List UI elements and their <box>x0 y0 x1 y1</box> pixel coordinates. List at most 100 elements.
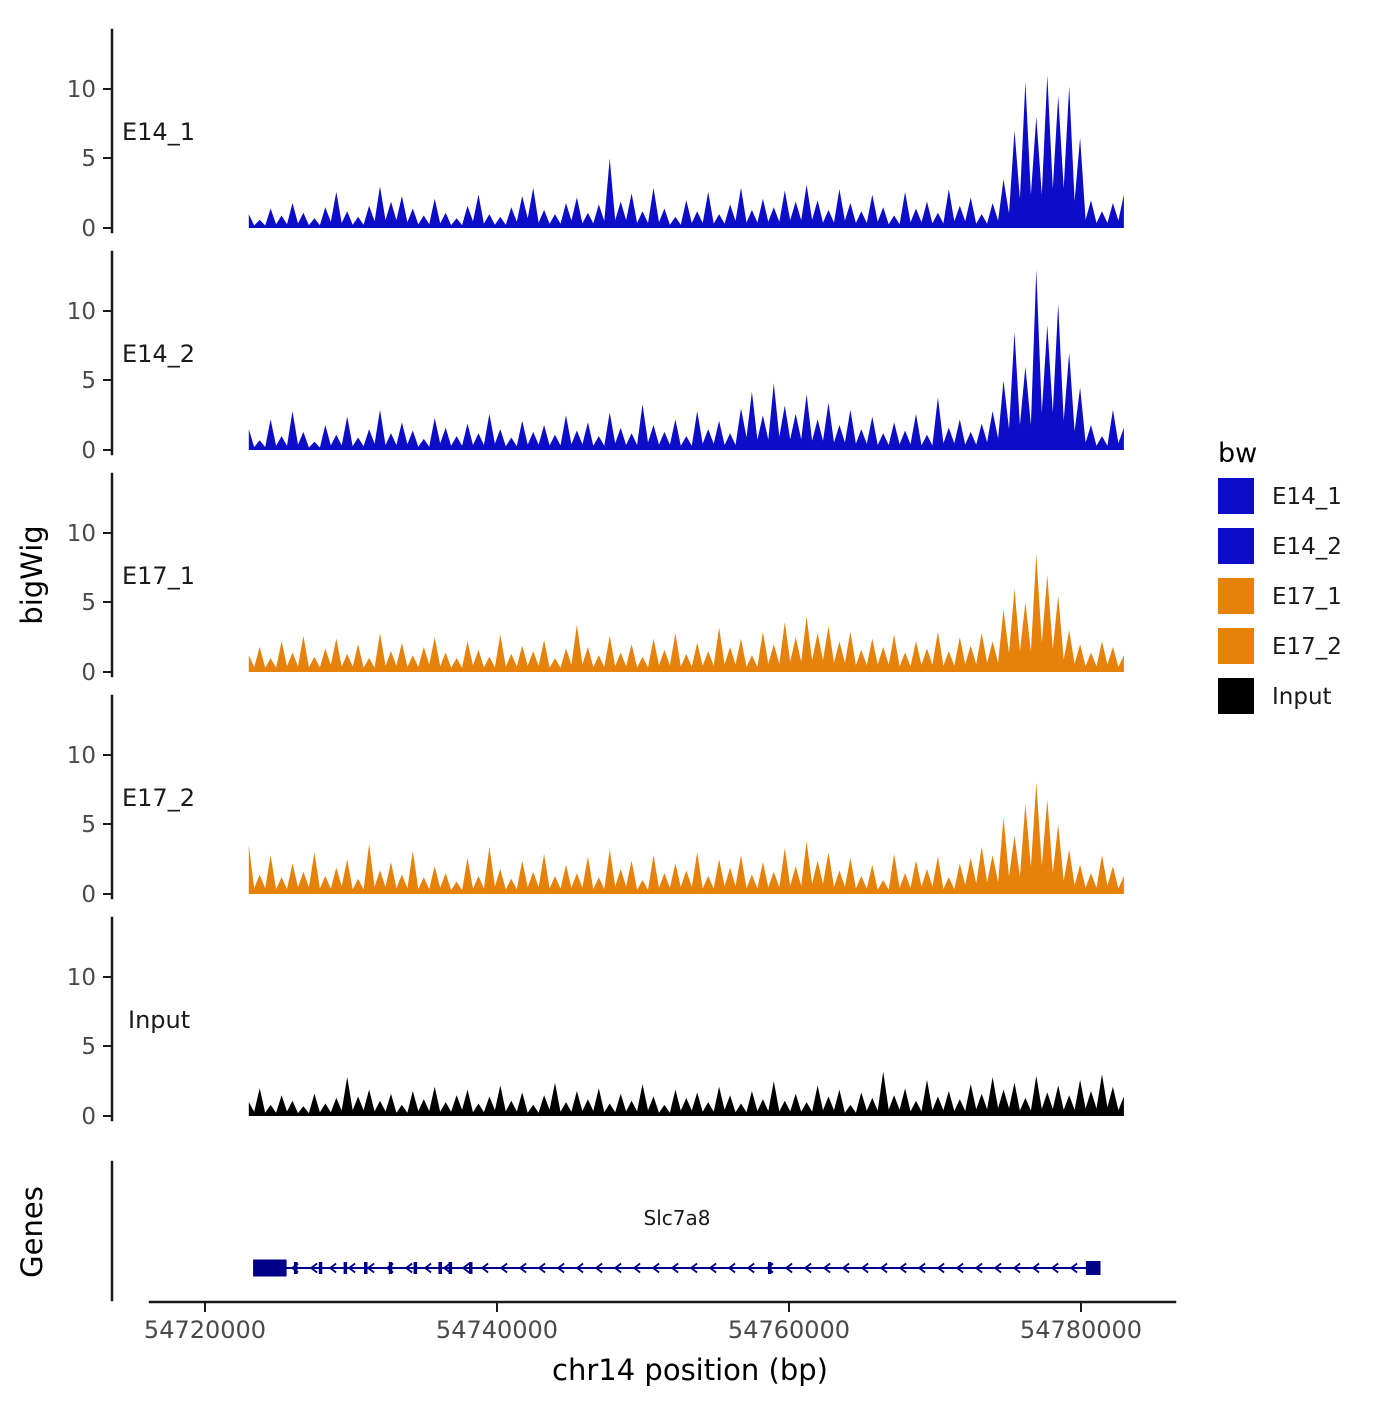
strand-arrow-icon <box>309 1262 318 1274</box>
coverage-area-e17-2 <box>248 782 1124 894</box>
legend: bw E14_1 E14_2 E17_1 E17_2 Input <box>1218 438 1342 714</box>
y-axis-label: bigWig <box>15 525 49 624</box>
y-tick-label: 10 <box>67 743 96 769</box>
gene-model <box>253 1259 1101 1277</box>
strand-arrow-icon <box>708 1262 717 1274</box>
strand-arrow-icon <box>499 1262 508 1274</box>
track-panel-e14-1: 0 5 10 E14_1 <box>67 28 1124 242</box>
strand-arrow-icon <box>594 1262 603 1274</box>
legend-label-e14-1: E14_1 <box>1272 484 1342 510</box>
strand-arrow-icon <box>518 1262 527 1274</box>
strand-arrow-icon <box>366 1262 375 1274</box>
strand-arrow-icon <box>480 1262 489 1274</box>
coverage-area-e14-1 <box>248 75 1124 228</box>
strand-arrow-icon <box>803 1262 812 1274</box>
strand-arrow-icon <box>917 1262 926 1274</box>
track-label-input: Input <box>128 1006 190 1034</box>
exon-block <box>469 1262 473 1274</box>
x-tick-label: 54740000 <box>436 1316 558 1344</box>
strand-arrow-icon <box>993 1262 1002 1274</box>
legend-label-input: Input <box>1272 684 1332 710</box>
strand-arrow-icon <box>974 1262 983 1274</box>
exon-block <box>768 1262 772 1274</box>
legend-swatch-e17-2 <box>1218 628 1254 664</box>
track-panel-e17-1: 0 5 10 E17_1 <box>67 472 1124 686</box>
genes-axis-label: Genes <box>15 1186 49 1278</box>
exon-block <box>253 1259 287 1277</box>
exon-block <box>343 1262 348 1274</box>
strand-arrow-icon <box>423 1262 432 1274</box>
strand-arrow-icon <box>461 1262 470 1274</box>
y-tick-label: 0 <box>81 1104 96 1130</box>
strand-arrow-icon <box>404 1262 413 1274</box>
y-tick-label: 10 <box>67 965 96 991</box>
y-tick-label: 0 <box>81 438 96 464</box>
track-label-e14-2: E14_2 <box>122 340 195 368</box>
legend-label-e17-1: E17_1 <box>1272 584 1342 610</box>
strand-arrow-icon <box>632 1262 641 1274</box>
strand-arrow-icon <box>841 1262 850 1274</box>
y-tick-label: 5 <box>81 812 96 838</box>
strand-arrow-icon <box>936 1262 945 1274</box>
exon-block <box>294 1262 298 1274</box>
exon-block <box>1085 1261 1101 1275</box>
y-tick-label: 10 <box>67 299 96 325</box>
track-panel-input: 0 5 10 Input <box>67 916 1124 1130</box>
strand-arrow-icon <box>347 1262 356 1274</box>
y-tick-label: 0 <box>81 882 96 908</box>
exon-block <box>318 1262 323 1274</box>
strand-arrow-icon <box>1050 1262 1059 1274</box>
y-tick-label: 10 <box>67 521 96 547</box>
strand-arrow-icon <box>575 1262 584 1274</box>
strand-arrow-icon <box>727 1262 736 1274</box>
strand-arrow-icon <box>556 1262 565 1274</box>
strand-arrow-icon <box>670 1262 679 1274</box>
strand-arrow-icon <box>613 1262 622 1274</box>
exon-block <box>438 1262 442 1274</box>
y-tick-label: 5 <box>81 368 96 394</box>
track-label-e17-2: E17_2 <box>122 784 195 812</box>
strand-arrow-icon <box>1012 1262 1021 1274</box>
coverage-area-input <box>248 1071 1124 1116</box>
legend-swatch-e14-2 <box>1218 528 1254 564</box>
strand-arrow-icon <box>689 1262 698 1274</box>
x-axis: 54720000 54740000 54760000 54780000 chr1… <box>144 1300 1177 1387</box>
gene-name-label: Slc7a8 <box>644 1206 711 1230</box>
genes-panel: Slc7a8 <box>110 1160 1101 1302</box>
track-panel-e14-2: 0 5 10 E14_2 <box>67 250 1124 464</box>
y-tick-label: 5 <box>81 146 96 172</box>
strand-arrow-icon <box>898 1262 907 1274</box>
strand-arrow-icon <box>651 1262 660 1274</box>
strand-arrow-icon <box>822 1262 831 1274</box>
x-axis-title: chr14 position (bp) <box>552 1353 828 1387</box>
strand-arrow-icon <box>1069 1262 1078 1274</box>
y-tick-label: 5 <box>81 590 96 616</box>
legend-title: bw <box>1218 438 1257 469</box>
exon-block <box>413 1262 418 1274</box>
exon-block <box>448 1262 453 1274</box>
strand-arrow-icon <box>328 1262 337 1274</box>
legend-swatch-input <box>1218 678 1254 714</box>
strand-arrow-icon <box>442 1262 451 1274</box>
y-tick-label: 10 <box>67 77 96 103</box>
y-tick-label: 5 <box>81 1034 96 1060</box>
coverage-area-e17-1 <box>248 553 1124 672</box>
legend-label-e17-2: E17_2 <box>1272 634 1342 660</box>
coverage-area-e14-2 <box>248 269 1124 450</box>
legend-swatch-e17-1 <box>1218 578 1254 614</box>
track-label-e14-1: E14_1 <box>122 118 195 146</box>
exon-block <box>364 1262 368 1274</box>
strand-arrow-icon <box>784 1262 793 1274</box>
legend-label-e14-2: E14_2 <box>1272 534 1342 560</box>
x-tick-label: 54780000 <box>1020 1316 1142 1344</box>
strand-arrow-icon <box>746 1262 755 1274</box>
y-tick-label: 0 <box>81 216 96 242</box>
legend-swatch-e14-1 <box>1218 478 1254 514</box>
y-tick-label: 0 <box>81 660 96 686</box>
strand-arrow-icon <box>537 1262 546 1274</box>
strand-arrow-icon <box>879 1262 888 1274</box>
exon-block <box>388 1262 393 1274</box>
track-panel-e17-2: 0 5 10 E17_2 <box>67 694 1124 908</box>
